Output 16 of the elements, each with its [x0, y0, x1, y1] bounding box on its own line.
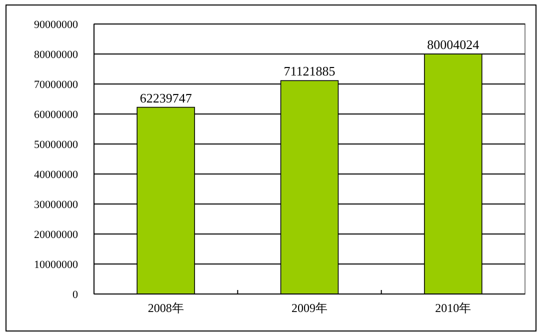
x-tick-label: 2010年 — [435, 301, 472, 315]
y-tick-label: 90000000 — [34, 18, 78, 31]
y-tick-label: 10000000 — [34, 258, 78, 271]
y-tick-label: 40000000 — [34, 168, 78, 181]
y-tick-label: 50000000 — [34, 138, 78, 151]
y-tick-label: 20000000 — [34, 228, 78, 241]
x-tick-label: 2009年 — [292, 301, 328, 315]
y-tick-label: 30000000 — [34, 198, 78, 211]
y-tick-label: 0 — [72, 288, 78, 301]
data-label: 71121885 — [284, 64, 336, 79]
y-tick-label: 80000000 — [34, 48, 78, 61]
data-label: 80004024 — [427, 36, 480, 52]
y-tick-label: 70000000 — [34, 78, 78, 91]
x-tick-label: 2008年 — [148, 301, 184, 315]
y-tick-label: 60000000 — [34, 108, 78, 121]
data-label: 62239747 — [140, 90, 192, 106]
